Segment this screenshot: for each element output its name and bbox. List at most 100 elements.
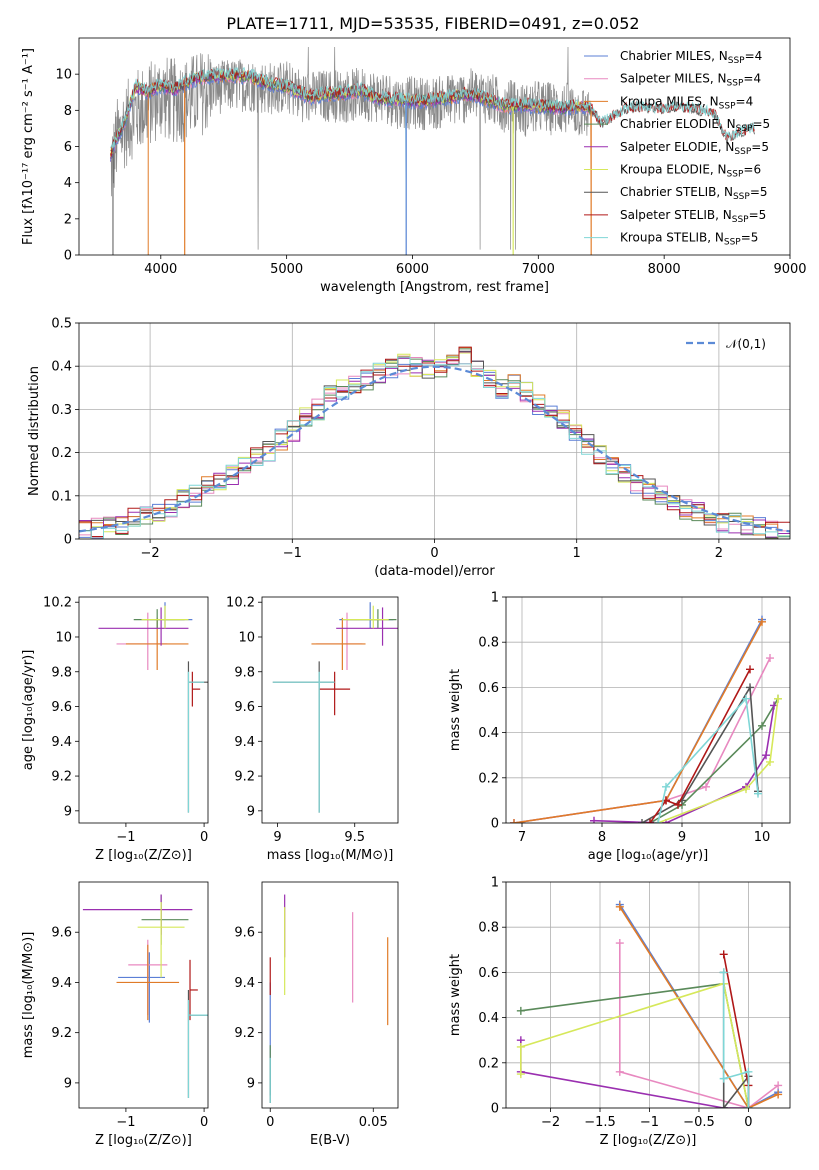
x-axis-label: Z [log₁₀(Z/Z⊙)] <box>95 1133 192 1148</box>
legend-label: Chabrier STELIB, NSSP=5 <box>620 185 768 202</box>
mass-weight-line <box>619 904 779 1108</box>
x-tick-label: 6000 <box>396 262 429 277</box>
y-tick-label: 9.4 <box>234 735 255 750</box>
mass-weight-line <box>641 684 759 823</box>
y-tick-label: 10.2 <box>43 596 72 611</box>
histogram-legend: 𝒩(0,1) <box>686 337 766 351</box>
x-axis-label: Z [log₁₀(Z/Z⊙)] <box>600 1133 697 1148</box>
x-tick-label: −0.5 <box>683 1115 715 1130</box>
x-tick-label: −1 <box>116 1115 135 1130</box>
mass-weight-line <box>520 982 750 1108</box>
y-tick-label: 0 <box>64 249 72 264</box>
mass-weight-marker <box>719 1074 728 1083</box>
y-tick-label: 9.2 <box>51 1026 72 1041</box>
y-tick-label: 0.6 <box>478 681 499 696</box>
y-tick-label: 9 <box>64 804 72 819</box>
y-tick-label: 9 <box>247 1076 255 1091</box>
x-axis-label: Z [log₁₀(Z/Z⊙)] <box>95 848 192 863</box>
mass-weight-line <box>657 696 759 823</box>
x-tick-label: 0 <box>744 1115 752 1130</box>
mass-weight-marker <box>615 939 624 948</box>
mass-weight-line <box>722 972 750 1108</box>
axes-frame <box>505 596 791 824</box>
axes-frame <box>261 596 399 824</box>
mass-weight-marker <box>758 617 766 626</box>
y-tick-label: 10 <box>55 68 72 83</box>
normal-distribution-curve <box>79 365 790 533</box>
mass-weight-marker <box>719 968 728 977</box>
y-axis-label: mass weight <box>448 669 463 751</box>
y-axis-label: mass weight <box>448 954 463 1036</box>
x-tick-label: 2 <box>715 546 723 561</box>
y-tick-label: 9.8 <box>234 665 255 680</box>
y-axis-label: mass [log₁₀(M/M⊙)] <box>21 932 36 1059</box>
y-tick-label: 9.6 <box>234 926 255 941</box>
mass-weight-marker <box>674 800 682 809</box>
residual-histogram-panel: −2 −1 0 1 2 0 0.1 0.2 0.3 0.4 0.5 (data-model)/erro… <box>27 317 791 579</box>
mass-weight-marker <box>758 721 766 730</box>
x-tick-label: −2 <box>541 1115 560 1130</box>
mass-weight-marker <box>510 819 518 823</box>
mass-weight-marker <box>762 751 770 760</box>
mass-weight-marker <box>774 1081 783 1090</box>
x-tick-label: 9 <box>678 830 686 845</box>
mass-weight-marker <box>590 816 598 823</box>
x-axis-label: mass [log₁₀(M/M⊙)] <box>267 848 394 863</box>
x-tick-label: 8 <box>598 830 606 845</box>
mass-weight-marker <box>766 757 774 766</box>
x-tick-label: −1 <box>116 830 135 845</box>
y-tick-label: 2 <box>64 212 72 227</box>
y-tick-label: 0.2 <box>478 771 499 786</box>
legend-label: Kroupa ELODIE, NSSP=6 <box>620 163 761 180</box>
y-tick-label: 0.5 <box>51 317 72 332</box>
x-axis-label: wavelength [Angstrom, rest frame] <box>320 280 549 295</box>
spectrum-panel: 4000 5000 6000 7000 8000 9000 0 2 4 6 8 10 wavelengt… <box>21 37 807 295</box>
x-tick-label: −1 <box>283 546 302 561</box>
x-tick-label: 7000 <box>522 262 555 277</box>
data-spectrum-line <box>110 46 589 250</box>
x-tick-label: −1 <box>640 1115 659 1130</box>
age-vs-mass-panel: 9 9.5 9 9.2 9.4 9.6 9.8 10 10.2 mass [log₁₀(M/M⊙)… <box>226 596 399 863</box>
mass-weight-marker <box>766 654 774 663</box>
y-tick-label: 9.4 <box>234 976 255 991</box>
y-tick-label: 0.2 <box>51 446 72 461</box>
y-tick-label: 0.4 <box>478 1011 499 1026</box>
mass-weight-marker <box>746 683 754 692</box>
y-tick-label: 0.4 <box>51 360 72 375</box>
mass-vs-ebv-plot-area <box>269 894 389 1103</box>
y-tick-label: 1 <box>491 876 499 891</box>
mass-weight-marker <box>719 950 728 959</box>
mass-weight-marker <box>654 819 662 823</box>
y-tick-label: 10 <box>55 630 72 645</box>
mass-weight-vs-age-panel: 7 8 9 10 0 0.2 0.4 0.6 0.8 1 age [log₁₀(age/yr)] ma… <box>448 591 791 863</box>
figure-title: PLATE=1711, MJD=53535, FIBERID=0491, z=0… <box>226 14 639 33</box>
y-axis-label: Normed distribution <box>27 366 42 496</box>
mass-weight-vs-Z-plot-area <box>516 900 783 1108</box>
x-tick-label: 4000 <box>144 262 177 277</box>
x-tick-label: −1.5 <box>584 1115 616 1130</box>
chart-panels: 4000 5000 6000 7000 8000 90000246810wavelengt… <box>21 37 807 1148</box>
x-tick-label: 0 <box>200 830 208 845</box>
y-tick-label: 9.2 <box>234 1026 255 1041</box>
mass-weight-marker <box>638 819 646 823</box>
y-tick-label: 9.6 <box>51 700 72 715</box>
mass-weight-marker <box>615 1067 624 1076</box>
legend-label: Salpeter STELIB, NSSP=5 <box>620 208 766 225</box>
y-tick-label: 1 <box>491 591 499 606</box>
mass-weight-line <box>657 698 779 823</box>
age-vs-Z-plot-area <box>98 602 208 813</box>
y-tick-label: 4 <box>64 176 72 191</box>
legend-label: 𝒩(0,1) <box>726 337 766 351</box>
mass-weight-line <box>619 943 779 1108</box>
y-tick-label: 9 <box>64 1076 72 1091</box>
spectrum-legend: Chabrier MILES, NSSP=4 Salpeter MILES, NS… <box>584 49 770 248</box>
x-axis-label: age [log₁₀(age/yr)] <box>588 848 709 863</box>
legend-label: Salpeter MILES, NSSP=4 <box>620 72 761 89</box>
y-tick-label: 0 <box>64 533 72 548</box>
mass-weight-line <box>649 668 751 823</box>
residual-histogram-plot-area <box>79 346 790 539</box>
mass-weight-marker <box>702 782 710 791</box>
mass-weight-marker <box>516 1036 525 1045</box>
residual-histogram-step <box>79 356 790 539</box>
y-tick-label: 8 <box>64 104 72 119</box>
